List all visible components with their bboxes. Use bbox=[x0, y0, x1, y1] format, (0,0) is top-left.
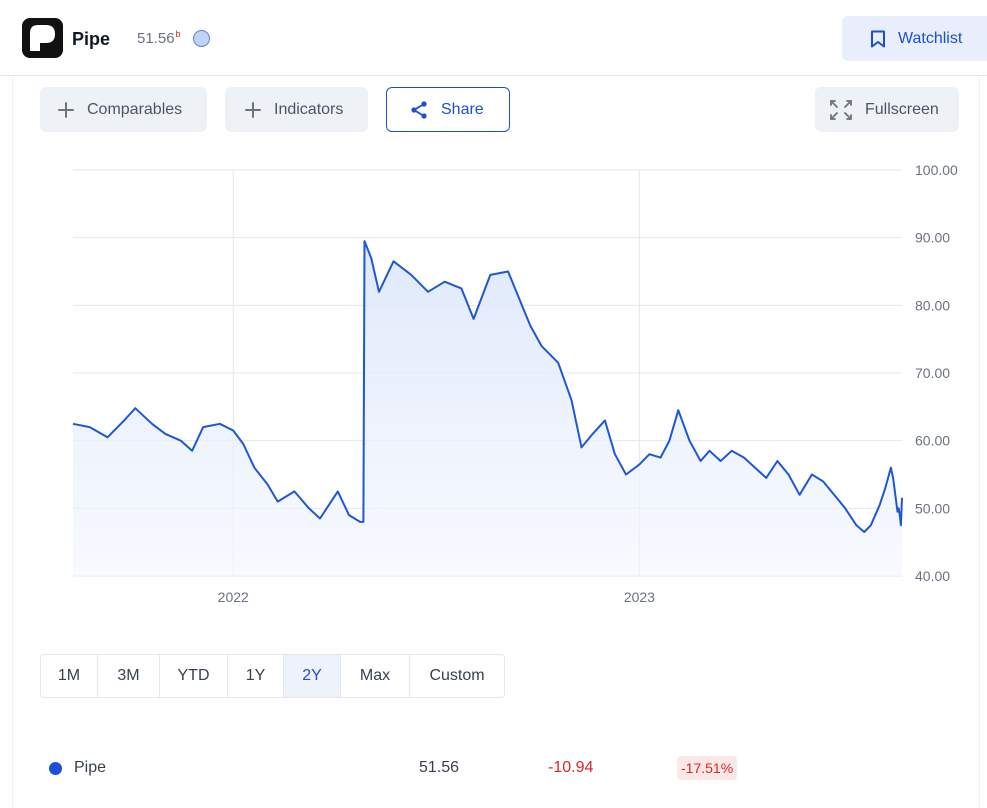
plus-icon bbox=[244, 101, 262, 119]
comparables-label: Comparables bbox=[87, 100, 183, 118]
fullscreen-button[interactable]: Fullscreen bbox=[815, 87, 959, 132]
series-line-pipe bbox=[72, 240, 903, 533]
range-button-1m[interactable]: 1M bbox=[41, 655, 98, 697]
comparables-button[interactable]: Comparables bbox=[40, 87, 207, 132]
header-price: 51.56b bbox=[137, 29, 181, 47]
legend-series-name: Pipe bbox=[74, 759, 107, 776]
range-button-max[interactable]: Max bbox=[341, 655, 410, 697]
ticker-name: Pipe bbox=[72, 29, 111, 49]
indicators-button[interactable]: Indicators bbox=[225, 87, 368, 132]
plus-icon bbox=[57, 101, 75, 119]
watchlist-button[interactable]: Watchlist bbox=[842, 16, 987, 61]
expand-icon bbox=[829, 99, 853, 121]
range-button-2y[interactable]: 2Y bbox=[284, 655, 341, 697]
bookmark-icon bbox=[870, 30, 886, 48]
pipe-logo bbox=[22, 18, 63, 58]
watchlist-label: Watchlist bbox=[898, 29, 963, 47]
top-bar: Pipe 51.56b Watchlist bbox=[0, 0, 987, 76]
y-tick-label: 90.00 bbox=[915, 230, 950, 246]
share-icon bbox=[409, 100, 429, 120]
header-price-value: 51.56 bbox=[137, 30, 175, 47]
chart-panel bbox=[12, 76, 980, 808]
share-button[interactable]: Share bbox=[386, 87, 510, 132]
legend-price: 51.56 bbox=[419, 759, 460, 776]
range-button-3m[interactable]: 3M bbox=[98, 655, 160, 697]
fullscreen-label: Fullscreen bbox=[865, 100, 939, 118]
series-area-pipe bbox=[73, 241, 902, 576]
price-chart[interactable]: 100.00 90.00 80.00 70.00 60.00 50.00 40.00 2022… bbox=[0, 160, 987, 620]
legend-row: Pipe 51.56 -10.94 -17.51% bbox=[0, 748, 987, 788]
range-button-1y[interactable]: 1Y bbox=[228, 655, 284, 697]
series-color-dot bbox=[49, 762, 62, 775]
legend-change: -10.94 bbox=[548, 759, 594, 776]
y-tick-label: 80.00 bbox=[915, 297, 950, 313]
price-superscript: b bbox=[175, 29, 181, 39]
x-tick-label: 2023 bbox=[624, 589, 655, 605]
range-button-ytd[interactable]: YTD bbox=[160, 655, 228, 697]
legend-change-percent: -17.51% bbox=[677, 756, 738, 780]
y-tick-label: 70.00 bbox=[915, 365, 950, 381]
y-tick-label: 60.00 bbox=[915, 433, 950, 449]
share-label: Share bbox=[441, 100, 484, 118]
indicators-label: Indicators bbox=[274, 100, 344, 118]
range-selector: 1M 3M YTD 1Y 2Y Max Custom bbox=[40, 654, 505, 698]
y-tick-label: 50.00 bbox=[915, 500, 950, 516]
circle-status-icon bbox=[193, 30, 210, 47]
x-tick-label: 2022 bbox=[218, 589, 249, 605]
y-tick-label: 100.00 bbox=[915, 162, 958, 178]
y-tick-label: 40.00 bbox=[915, 568, 950, 584]
range-button-custom[interactable]: Custom bbox=[410, 655, 504, 697]
